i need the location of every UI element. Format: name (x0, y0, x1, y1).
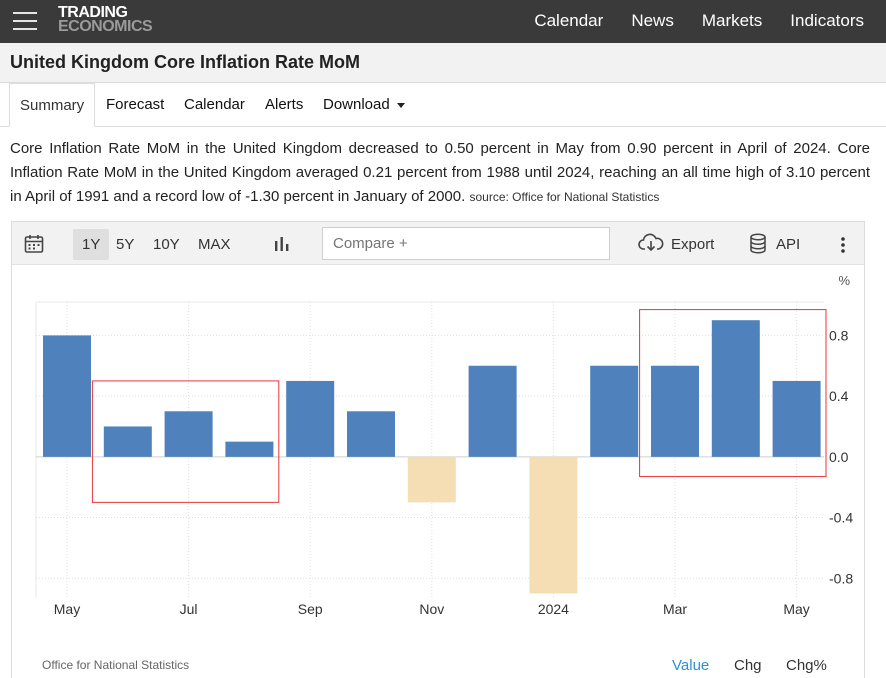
tab-download[interactable]: Download (323, 96, 405, 113)
tab-forecast[interactable]: Forecast (106, 96, 165, 113)
chart-grid (35, 301, 824, 598)
range-10y-button[interactable]: 10Y (153, 236, 180, 253)
bar-chart: 0.80.40.0-0.4-0.8 May Jul Sep Nov 2024 Mar May… (35, 273, 853, 674)
y-tick-label: 0.8 (829, 327, 849, 343)
mode-value-button[interactable]: Value (672, 657, 709, 674)
chart-bars (43, 320, 821, 594)
bar-sep-2023[interactable] (286, 380, 335, 457)
bar-dec-2023[interactable] (468, 365, 517, 457)
chart-container: 1Y 5Y 10Y MAX Export API 0.80.40.0-0. (11, 221, 865, 678)
x-tick-label: Mar (663, 601, 687, 617)
bar-may-2023[interactable] (43, 335, 91, 457)
annotation-box (91, 380, 280, 503)
range-5y-button[interactable]: 5Y (116, 236, 135, 253)
chart-type-icon[interactable] (273, 235, 291, 253)
chart-toolbar: 1Y 5Y 10Y MAX Export API (12, 222, 864, 265)
x-axis-ticks: May Jul Sep Nov 2024 Mar May (54, 601, 810, 617)
bar-aug-2023[interactable] (225, 441, 274, 457)
tab-calendar[interactable]: Calendar (184, 96, 245, 113)
logo-line2: ECONOMICS (58, 18, 153, 35)
mode-chg-button[interactable]: Chg (734, 657, 762, 674)
calendar-icon[interactable] (24, 234, 44, 254)
tab-alerts[interactable]: Alerts (265, 96, 304, 113)
nav-indicators[interactable]: Indicators (790, 11, 864, 30)
export-button[interactable]: Export (671, 236, 715, 253)
page-title: United Kingdom Core Inflation Rate MoM (10, 52, 360, 72)
caret-down-icon (396, 102, 405, 108)
bar-jan-2024[interactable] (529, 456, 578, 594)
bar-apr-2024[interactable] (711, 320, 760, 457)
chart-source[interactable]: Office for National Statistics (42, 658, 189, 672)
bar-may-2024[interactable] (772, 380, 821, 457)
menu-icon[interactable] (13, 10, 37, 32)
bar-jul-2023[interactable] (164, 411, 213, 457)
bar-oct-2023[interactable] (347, 411, 395, 457)
annotation-box (639, 309, 827, 478)
more-options-icon[interactable] (840, 236, 846, 254)
x-tick-label: 2024 (538, 601, 569, 617)
logo[interactable]: TRADING ECONOMICS (58, 4, 153, 35)
y-unit-label: % (838, 273, 850, 288)
x-tick-label: Jul (180, 601, 198, 617)
description-source[interactable]: source: Office for National Statistics (469, 190, 660, 204)
bar-nov-2023[interactable] (407, 456, 456, 503)
database-icon[interactable] (749, 233, 767, 254)
x-tick-label: Nov (419, 601, 444, 617)
main-nav: Calendar News Markets Indicators (534, 11, 864, 31)
chart-annotations (91, 309, 827, 503)
title-bar: United Kingdom Core Inflation Rate MoM (0, 43, 886, 83)
y-tick-label: 0.4 (829, 388, 849, 404)
logo-line1: TRADING (58, 4, 128, 21)
x-tick-label: May (783, 601, 809, 617)
x-tick-label: May (54, 601, 80, 617)
tab-download-label: Download (323, 96, 390, 113)
nav-markets[interactable]: Markets (701, 11, 763, 30)
description-text: Core Inflation Rate MoM in the United Ki… (10, 140, 870, 205)
bar-jun-2023[interactable] (103, 426, 152, 457)
bar-feb-2024[interactable] (590, 365, 639, 457)
mode-chg-pct-button[interactable]: Chg% (786, 657, 827, 674)
tab-bar: Summary Forecast Calendar Alerts Downloa… (0, 83, 886, 127)
range-1y-button[interactable]: 1Y (73, 229, 110, 260)
bar-mar-2024[interactable] (651, 365, 699, 457)
tab-summary[interactable]: Summary (9, 83, 96, 127)
range-max-button[interactable]: MAX (198, 236, 231, 253)
summary-description: Core Inflation Rate MoM in the United Ki… (10, 137, 870, 209)
cloud-download-icon[interactable] (638, 233, 664, 253)
compare-input[interactable] (322, 227, 610, 260)
nav-news[interactable]: News (631, 11, 674, 30)
nav-calendar[interactable]: Calendar (534, 11, 604, 30)
y-tick-label: 0.0 (829, 449, 849, 465)
x-tick-label: Sep (298, 601, 323, 617)
y-axis-ticks: 0.8 0.4 0.0 -0.4 -0.8 (829, 327, 853, 586)
y-tick-label: -0.4 (829, 510, 853, 526)
top-navbar: TRADING ECONOMICS Calendar News Markets … (0, 0, 886, 43)
api-button[interactable]: API (776, 236, 801, 253)
y-tick-label: -0.8 (829, 570, 853, 586)
